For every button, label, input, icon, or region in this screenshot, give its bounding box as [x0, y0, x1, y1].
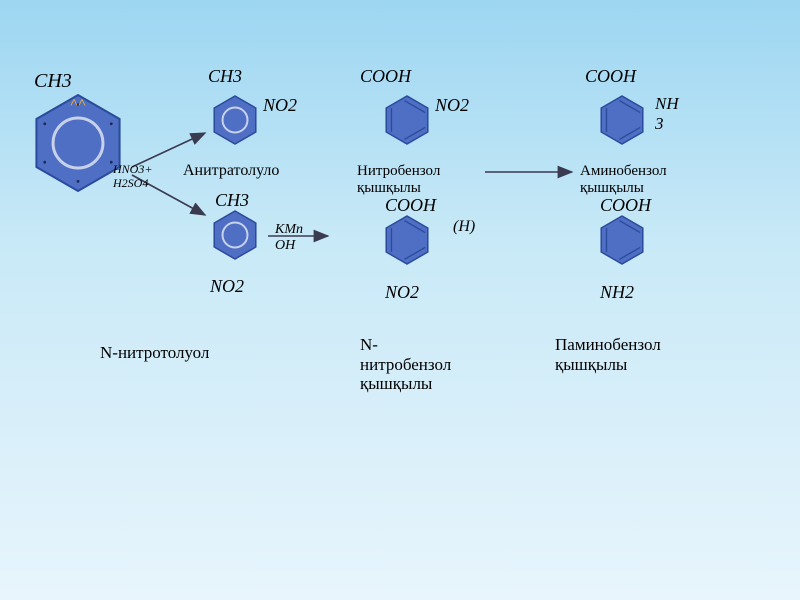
hex-nitrobenz1	[386, 96, 428, 144]
label-h-red: (H)	[453, 218, 475, 236]
label-hno3: HNO3+ H2SO4	[113, 163, 152, 191]
label-no2-n: NO2	[210, 276, 244, 297]
label-cooh3: COOH	[585, 66, 636, 87]
hex-n-nitrotol	[214, 211, 256, 259]
hex-anitro	[214, 96, 256, 144]
hex-nitrobenz2	[386, 216, 428, 264]
label-nitrobenz: Нитробензол қышқылы	[357, 163, 440, 198]
label-n-nitrobenz: N- нитробензол қышқылы	[360, 335, 451, 394]
label-kmn: KMn OH	[275, 222, 303, 254]
label-ch3-big: CH3	[34, 70, 72, 93]
hex-aminobenz2	[601, 216, 643, 264]
label-aminobenz: Аминобензол қышқылы	[580, 163, 667, 198]
label-n-nitrotol: N-нитротолуол	[100, 343, 209, 363]
label-cooh4: COOH	[600, 195, 651, 216]
caret-decoration: ˄˄	[70, 96, 86, 112]
label-no2-nb1: NO2	[435, 95, 469, 116]
label-paminobenz: Паминобензол қышқылы	[555, 335, 661, 374]
label-anitro: Анитратолуло	[183, 162, 279, 180]
label-no2-a: NO2	[263, 95, 297, 116]
label-nh3: NH 3	[655, 94, 679, 133]
label-nh2: NH2	[600, 282, 634, 303]
label-ch3-a: CH3	[208, 66, 242, 87]
label-ch3-n: CH3	[215, 190, 249, 211]
hex-aminobenz1	[601, 96, 643, 144]
label-cooh2: COOH	[385, 195, 436, 216]
label-cooh1: COOH	[360, 66, 411, 87]
label-no2-nb2: NO2	[385, 282, 419, 303]
